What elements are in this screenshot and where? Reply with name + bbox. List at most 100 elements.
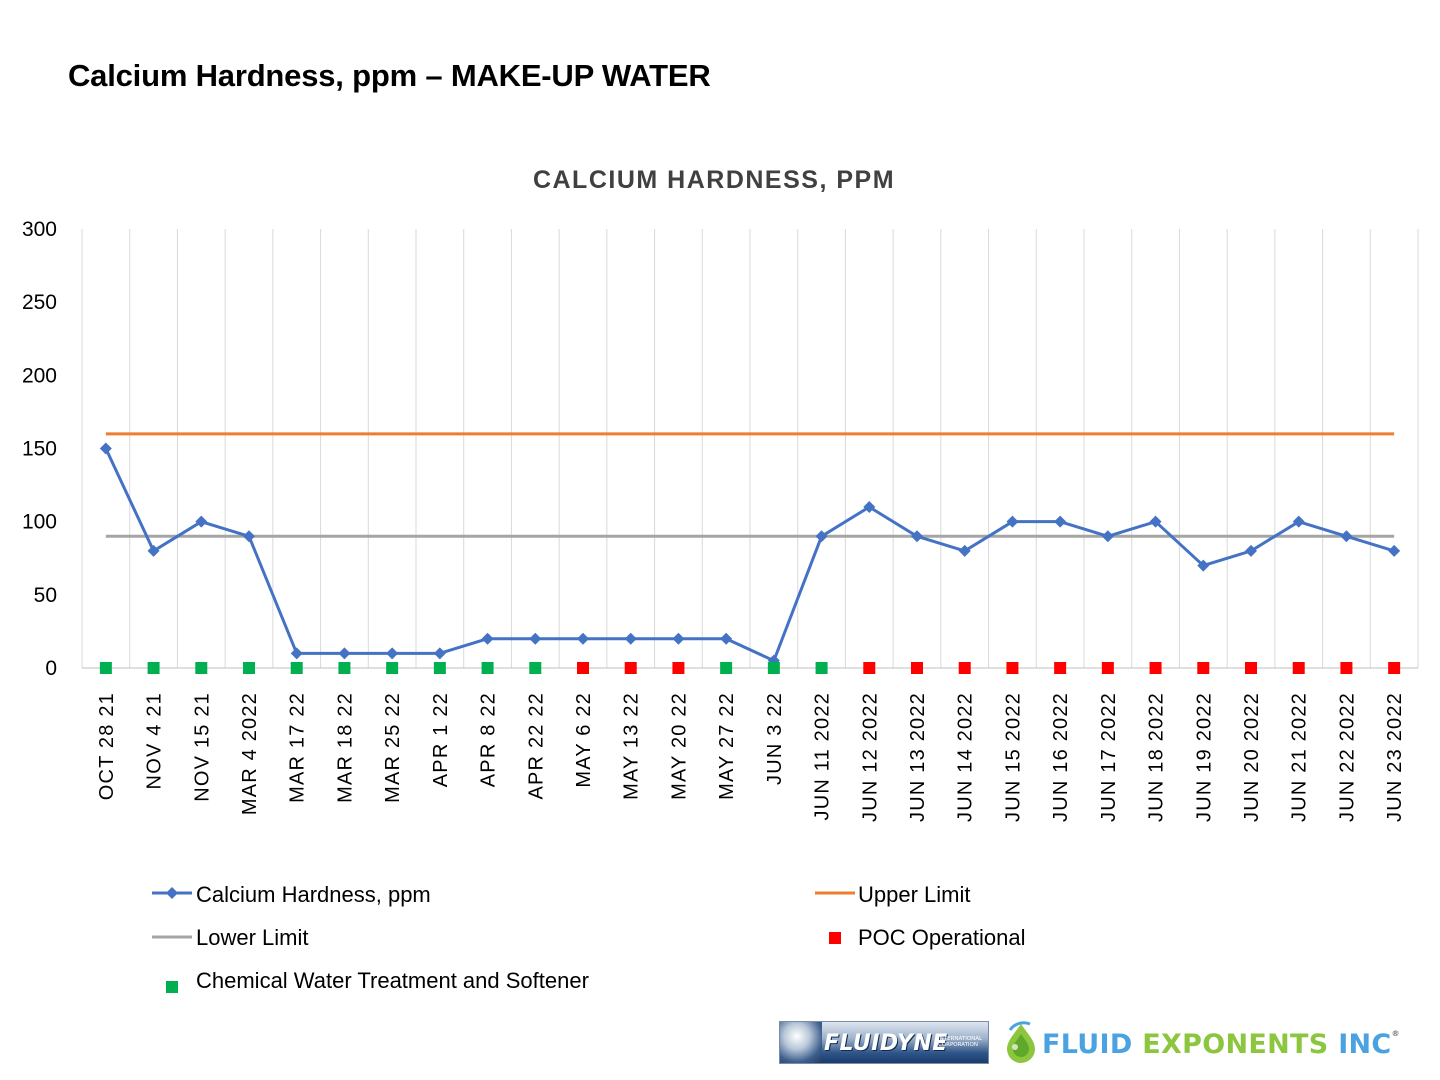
legend-label-poc: POC Operational [858, 925, 1026, 950]
data-point-calcium-hardness [1101, 530, 1114, 543]
x-tick-label: OCT 28 21 [96, 692, 118, 800]
logo-name-part3: INC [1338, 1029, 1392, 1060]
status-marker-poc [1149, 662, 1162, 674]
status-marker-poc [1197, 662, 1210, 674]
x-tick-label: APR 8 22 [478, 692, 500, 787]
data-point-calcium-hardness [577, 632, 589, 645]
fluid-exponents-logo-name: FLUID EXPONENTS INC® [1042, 1029, 1400, 1060]
x-tick-label: JUN 11 2022 [812, 692, 834, 820]
y-tick-label: 150 [22, 438, 57, 461]
status-marker-chem [195, 662, 208, 674]
data-point-calcium-hardness [147, 544, 160, 557]
water-drop-icon [1007, 1021, 1035, 1063]
status-marker-chem [481, 662, 494, 674]
legend-marker-calcium [166, 887, 178, 899]
data-point-calcium-hardness [529, 632, 542, 645]
chart: CALCIUM HARDNESS, PPM 0 50 100 150 200 250 300 O… [22, 166, 1419, 993]
x-tick-label: JUN 15 2022 [1002, 692, 1024, 822]
x-tick-label: MAR 4 2022 [239, 692, 261, 815]
x-tick-label: JUN 22 2022 [1336, 692, 1358, 822]
logo-registered-mark: ® [1391, 1029, 1400, 1038]
x-tick-label: JUN 21 2022 [1289, 692, 1311, 822]
x-tick-label: MAR 25 22 [382, 692, 404, 803]
status-marker-poc [958, 662, 971, 674]
x-tick-label: MAR 18 22 [334, 692, 356, 803]
x-tick-label: JUN 17 2022 [1098, 692, 1120, 822]
chart-title: CALCIUM HARDNESS, PPM [533, 166, 895, 194]
status-marker-chem [290, 662, 303, 674]
data-point-calcium-hardness [1197, 559, 1210, 572]
status-marker-poc [1388, 662, 1401, 674]
x-tick-label: MAY 13 22 [621, 692, 643, 800]
data-point-calcium-hardness [863, 501, 876, 514]
y-tick-label: 250 [22, 291, 57, 314]
x-tick-label: APR 22 22 [525, 692, 547, 800]
data-point-calcium-hardness [1388, 544, 1401, 557]
data-point-calcium-hardness [1245, 544, 1257, 557]
x-tick-label: JUN 20 2022 [1241, 692, 1263, 822]
logo-name-part1: FLUID [1042, 1029, 1143, 1060]
fluid-exponents-logo: FLUID EXPONENTS INC® [1002, 1018, 1432, 1066]
x-tick-label: NOV 15 21 [191, 692, 213, 802]
data-point-calcium-hardness [911, 530, 923, 543]
status-marker-poc [577, 662, 589, 674]
status-marker-poc [1101, 662, 1114, 674]
status-marker-chem [529, 662, 542, 674]
x-tick-label: JUN 23 2022 [1384, 692, 1406, 822]
x-tick-label: JUN 12 2022 [859, 692, 881, 822]
data-point-calcium-hardness [1054, 515, 1067, 528]
status-marker-chem [99, 662, 112, 674]
y-tick-label: 50 [34, 584, 57, 607]
x-tick-label: MAY 20 22 [668, 692, 690, 800]
legend-label-lower: Lower Limit [196, 925, 308, 950]
status-marker-chem [767, 662, 780, 674]
data-point-calcium-hardness [1149, 515, 1162, 528]
status-marker-chem [338, 662, 351, 674]
status-marker-chem [386, 662, 399, 674]
series-line-calcium-hardness [104, 447, 1395, 663]
data-point-calcium-hardness [815, 530, 828, 543]
status-marker-poc [624, 662, 637, 674]
fluidyne-logo: FLUIDYNE INTERNATIONAL CORPORATION [779, 1021, 989, 1064]
x-tick-label: MAY 27 22 [716, 692, 738, 800]
data-point-calcium-hardness [720, 632, 733, 645]
data-point-calcium-hardness [290, 647, 303, 660]
fluidyne-logo-name: FLUIDYNE [824, 1031, 948, 1056]
y-tick-label: 300 [22, 218, 57, 241]
legend-marker-chem [166, 981, 178, 993]
x-tick-label: NOV 4 21 [144, 692, 166, 789]
legend-marker-poc [829, 932, 841, 944]
status-marker-poc [1292, 662, 1305, 674]
data-point-calcium-hardness [386, 647, 399, 660]
data-point-calcium-hardness [338, 647, 351, 660]
fluidyne-swirl-icon [780, 1022, 822, 1063]
x-tick-label: JUN 18 2022 [1146, 692, 1168, 822]
status-marker-poc [863, 662, 876, 674]
status-marker-chem [147, 662, 160, 674]
status-marker-poc [1006, 662, 1019, 674]
status-marker-poc [672, 662, 685, 674]
data-point-calcium-hardness [99, 442, 112, 455]
status-marker-chem [815, 662, 828, 674]
status-marker-poc [1340, 662, 1353, 674]
data-point-calcium-hardness [958, 544, 971, 557]
x-tick-label: JUN 13 2022 [907, 692, 929, 822]
status-marker-poc [1054, 662, 1067, 674]
data-point-calcium-hardness [624, 632, 637, 645]
y-tick-label: 0 [45, 657, 57, 680]
data-point-calcium-hardness [433, 647, 446, 660]
data-point-calcium-hardness [1292, 515, 1305, 528]
legend-label-chem: Chemical Water Treatment and Softener [196, 968, 589, 993]
x-tick-label: JUN 19 2022 [1193, 692, 1215, 822]
legend-label-calcium: Calcium Hardness, ppm [196, 882, 431, 907]
logo-name-part2: EXPONENTS [1142, 1029, 1339, 1060]
x-tick-label: JUN 16 2022 [1050, 692, 1072, 822]
data-point-calcium-hardness [1340, 530, 1353, 543]
x-tick-label: APR 1 22 [430, 692, 452, 787]
status-marker-chem [720, 662, 733, 674]
status-marker-poc [911, 662, 923, 674]
x-tick-label: MAR 17 22 [287, 692, 309, 803]
status-marker-poc [1245, 662, 1257, 674]
status-marker-chem [433, 662, 446, 674]
data-point-calcium-hardness [243, 530, 255, 543]
